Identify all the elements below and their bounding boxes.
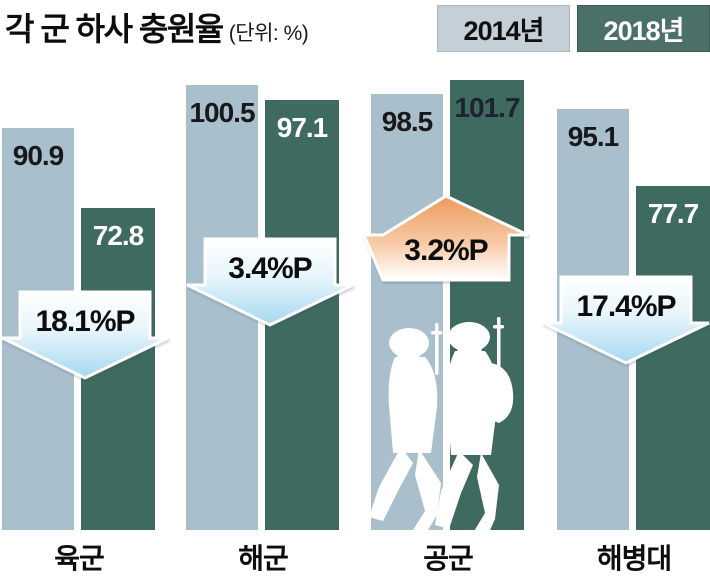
delta-arrow-down-navy xyxy=(184,236,356,333)
delta-label-navy: 3.4%P xyxy=(228,252,312,285)
value-2014-marines: 95.1 xyxy=(567,121,620,152)
value-2014-navy: 100.5 xyxy=(189,97,255,128)
page-title: 각 군 하사 충원율 (단위: %) xyxy=(5,4,309,50)
bar-2018-marines: 77.7 xyxy=(636,186,710,530)
page-title-text: 각 군 하사 충원율 xyxy=(5,11,224,47)
value-2018-air-force: 101.7 xyxy=(454,92,520,123)
delta-label-air-force: 3.2%P xyxy=(404,234,488,267)
legend-2014-box: 2014년 xyxy=(437,5,570,52)
legend-2018-label: 2018년 xyxy=(603,16,685,46)
category-label-air-force: 공군 xyxy=(423,543,474,574)
delta-label-army: 18.1%P xyxy=(35,305,135,338)
backpack-icon xyxy=(489,363,514,423)
value-2018-navy: 97.1 xyxy=(276,112,329,143)
legend-2018-box: 2018년 xyxy=(577,5,710,52)
legend-2014-label: 2014년 xyxy=(463,16,545,46)
delta-arrow-down-marines xyxy=(540,274,710,371)
category-label-army: 육군 xyxy=(54,543,105,574)
value-2018-army: 72.8 xyxy=(92,220,145,251)
rifle-icon xyxy=(497,317,501,371)
value-2014-air-force: 98.5 xyxy=(381,106,434,137)
category-label-navy: 해군 xyxy=(238,543,289,574)
value-2018-marines: 77.7 xyxy=(647,198,700,229)
delta-arrow-up-air-force xyxy=(361,194,530,287)
bar-2018-army: 72.8 xyxy=(81,208,155,530)
rifle-icon xyxy=(435,323,439,375)
unit-note: (단위: %) xyxy=(228,22,309,45)
delta-label-marines: 17.4%P xyxy=(576,290,676,323)
walking-soldiers-illustration xyxy=(369,317,514,537)
delta-arrow-down-army xyxy=(0,289,171,386)
value-2014-army: 90.9 xyxy=(12,140,65,171)
category-label-marines: 해병대 xyxy=(596,543,672,574)
